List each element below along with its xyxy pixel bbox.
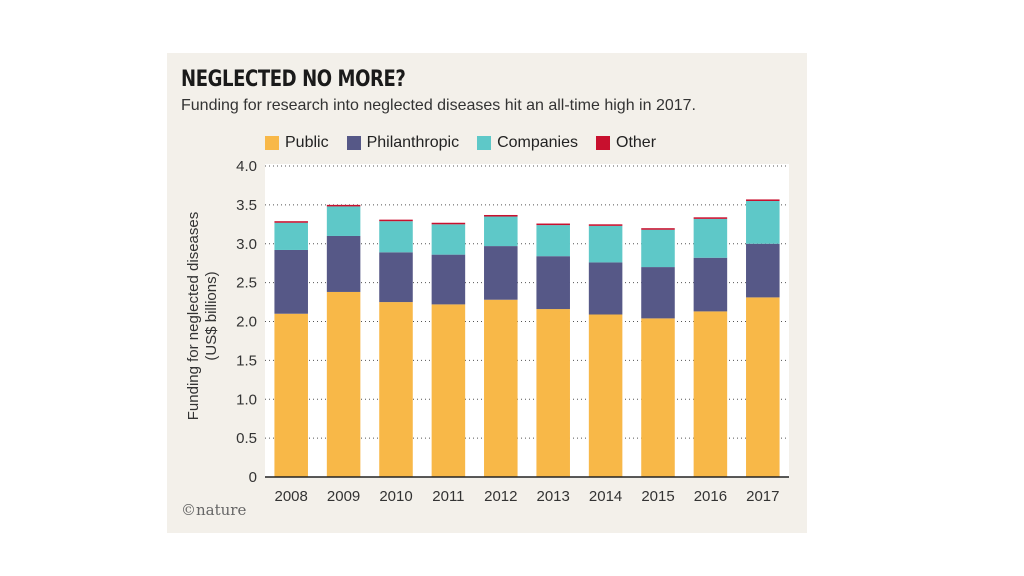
bar-companies-2015	[641, 229, 675, 268]
bar-philanthropic-2017	[746, 243, 780, 298]
y-tick-label: 1.5	[236, 352, 257, 369]
bar-companies-2013	[536, 225, 570, 257]
legend-swatch-philanthropic	[346, 136, 361, 150]
chart-title: NEGLECTED NO MORE?	[181, 67, 406, 92]
bar-public-2010	[379, 302, 413, 477]
x-tick-label: 2013	[537, 488, 570, 505]
bar-public-2012	[484, 299, 518, 477]
bar-public-2014	[588, 314, 623, 477]
bar-other-2010	[379, 219, 413, 222]
legend-item-companies: Companies	[477, 134, 578, 152]
legend: Public Philanthropic Companies Other	[265, 134, 656, 152]
bar-philanthropic-2012	[484, 246, 518, 300]
bar-public-2017	[746, 297, 780, 477]
bar-companies-2009	[326, 206, 361, 236]
bar-companies-2017	[746, 200, 780, 244]
bar-other-2016	[693, 217, 728, 219]
legend-label-public: Public	[285, 134, 329, 151]
x-tick-label: 2009	[327, 488, 360, 505]
x-tick-label: 2012	[484, 488, 517, 505]
bar-public-2008	[274, 313, 308, 477]
x-tick-label: 2016	[694, 488, 727, 505]
legend-item-philanthropic: Philanthropic	[346, 134, 460, 152]
bar-other-2017	[746, 199, 780, 201]
bar-philanthropic-2016	[693, 257, 728, 312]
x-tick-label: 2011	[432, 488, 464, 505]
bar-other-2014	[588, 224, 623, 226]
bar-philanthropic-2013	[536, 256, 570, 310]
bar-philanthropic-2008	[274, 249, 308, 314]
bar-other-2008	[274, 221, 308, 223]
bar-philanthropic-2015	[641, 267, 675, 319]
bar-other-2013	[536, 223, 570, 226]
chart-card: NEGLECTED NO MORE? Funding for research …	[167, 53, 807, 533]
legend-swatch-public	[265, 136, 279, 150]
x-tick-label: 2017	[746, 488, 779, 505]
y-tick-label: 2.0	[236, 314, 257, 331]
legend-item-public: Public	[265, 134, 329, 152]
y-tick-label: 0.5	[236, 430, 257, 447]
legend-label-other: Other	[616, 134, 657, 151]
legend-item-other: Other	[596, 134, 656, 152]
y-tick-label: 1.0	[236, 391, 257, 408]
bar-companies-2011	[431, 224, 466, 255]
bar-philanthropic-2011	[431, 254, 466, 305]
plot-area: 0 0.5 1.0 1.5 2.0 2.5 3.0 3.5 4.0 2008 2009 2010 201…	[236, 158, 789, 505]
chart-subtitle: Funding for research into neglected dise…	[181, 97, 696, 114]
bar-public-2015	[641, 318, 675, 477]
bar-other-2015	[641, 228, 675, 230]
bar-companies-2016	[693, 218, 728, 258]
bar-public-2009	[326, 291, 361, 477]
y-tick-label: 3.0	[236, 236, 257, 253]
legend-swatch-other	[596, 136, 611, 150]
y-tick-label: 0	[249, 469, 257, 486]
x-tick-label: 2008	[275, 488, 308, 505]
bar-public-2011	[431, 304, 466, 477]
nature-logo: ©nature	[181, 501, 247, 519]
bar-other-2012	[484, 214, 518, 217]
bar-companies-2012	[484, 216, 518, 247]
x-tick-label: 2010	[379, 488, 412, 505]
legend-label-philanthropic: Philanthropic	[366, 134, 460, 151]
y-tick-label: 3.5	[236, 197, 257, 214]
x-tick-label: 2014	[589, 488, 622, 505]
bar-public-2013	[536, 309, 570, 477]
y-tick-label: 4.0	[236, 158, 257, 175]
bar-philanthropic-2014	[588, 262, 623, 315]
legend-swatch-companies	[477, 136, 492, 150]
bar-companies-2008	[274, 222, 308, 250]
bar-other-2011	[431, 222, 466, 225]
x-tick-label: 2015	[641, 488, 674, 505]
bar-philanthropic-2009	[326, 235, 361, 292]
y-tick-label: 2.5	[236, 275, 257, 292]
bar-companies-2014	[588, 225, 623, 263]
bar-other-2009	[326, 204, 361, 207]
bar-public-2016	[693, 311, 728, 477]
legend-label-companies: Companies	[497, 134, 579, 151]
bar-philanthropic-2010	[379, 252, 413, 303]
bar-companies-2010	[379, 221, 413, 253]
